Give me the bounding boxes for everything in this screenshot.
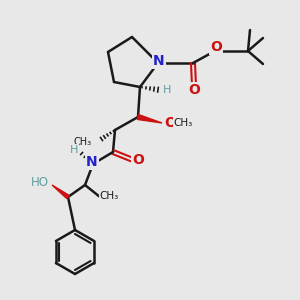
Text: CH₃: CH₃: [173, 118, 193, 128]
Text: H: H: [163, 85, 171, 95]
Text: CH₃: CH₃: [74, 137, 92, 147]
Text: O: O: [132, 153, 144, 167]
Text: H: H: [70, 145, 78, 155]
Text: N: N: [86, 155, 98, 169]
Text: O: O: [188, 83, 200, 97]
Text: N: N: [153, 54, 165, 68]
Text: O: O: [164, 116, 176, 130]
Text: HO: HO: [31, 176, 49, 190]
Polygon shape: [137, 115, 162, 123]
Text: CH₃: CH₃: [99, 191, 119, 201]
Text: O: O: [210, 40, 222, 54]
Polygon shape: [52, 185, 69, 199]
